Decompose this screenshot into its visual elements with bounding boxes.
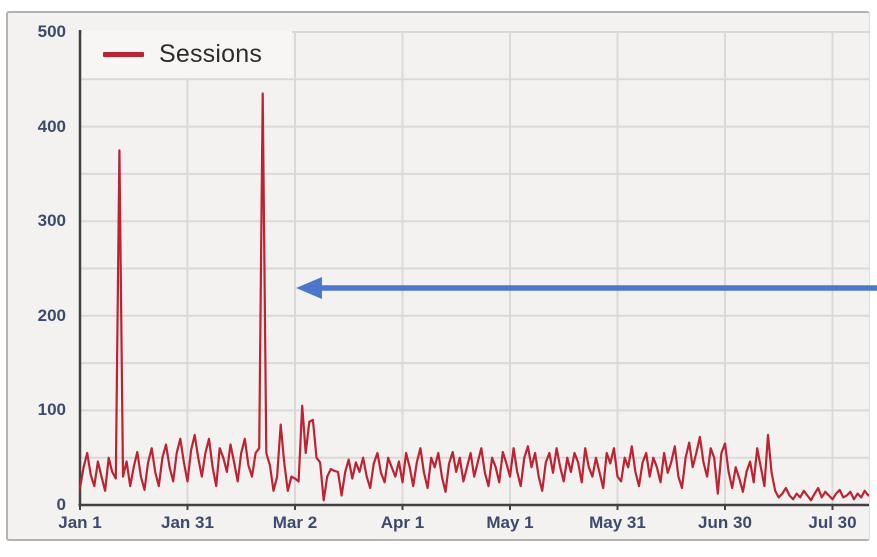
x-axis-tick-label: Jan 31 xyxy=(161,513,214,532)
y-axis-tick-label: 200 xyxy=(37,305,66,325)
y-axis-tick-label: 0 xyxy=(56,495,66,514)
x-axis-tick-label: Mar 2 xyxy=(272,513,318,532)
sessions-series-line xyxy=(78,92,869,502)
legend-label: Sessions xyxy=(159,40,263,68)
x-axis-tick-label: Jun 30 xyxy=(698,513,752,532)
x-axis-tick-label: May 1 xyxy=(486,513,534,532)
axes xyxy=(78,30,869,507)
sessions-line-chart xyxy=(78,30,869,510)
x-axis-tick-label: Jul 30 xyxy=(808,513,857,532)
x-axis-tick-label: Apr 1 xyxy=(380,513,425,532)
legend-line-swatch xyxy=(103,52,144,57)
horizontal-gridlines xyxy=(80,31,869,459)
legend: Sessions xyxy=(82,31,292,78)
y-axis-tick-label: 500 xyxy=(37,22,66,41)
axis-ticks xyxy=(79,505,834,510)
x-axis-tick-label: Jan 1 xyxy=(58,513,102,532)
chart-panel: Sessions 0 100 200 300 400 500 Jan 1 Jan 31 Mar… xyxy=(6,11,870,541)
y-axis-tick-label: 300 xyxy=(37,211,66,231)
x-axis-tick-label: May 31 xyxy=(589,513,646,532)
y-axis-tick-label: 100 xyxy=(37,400,66,420)
vertical-gridlines xyxy=(186,32,834,505)
y-axis-tick-label: 400 xyxy=(37,116,66,136)
